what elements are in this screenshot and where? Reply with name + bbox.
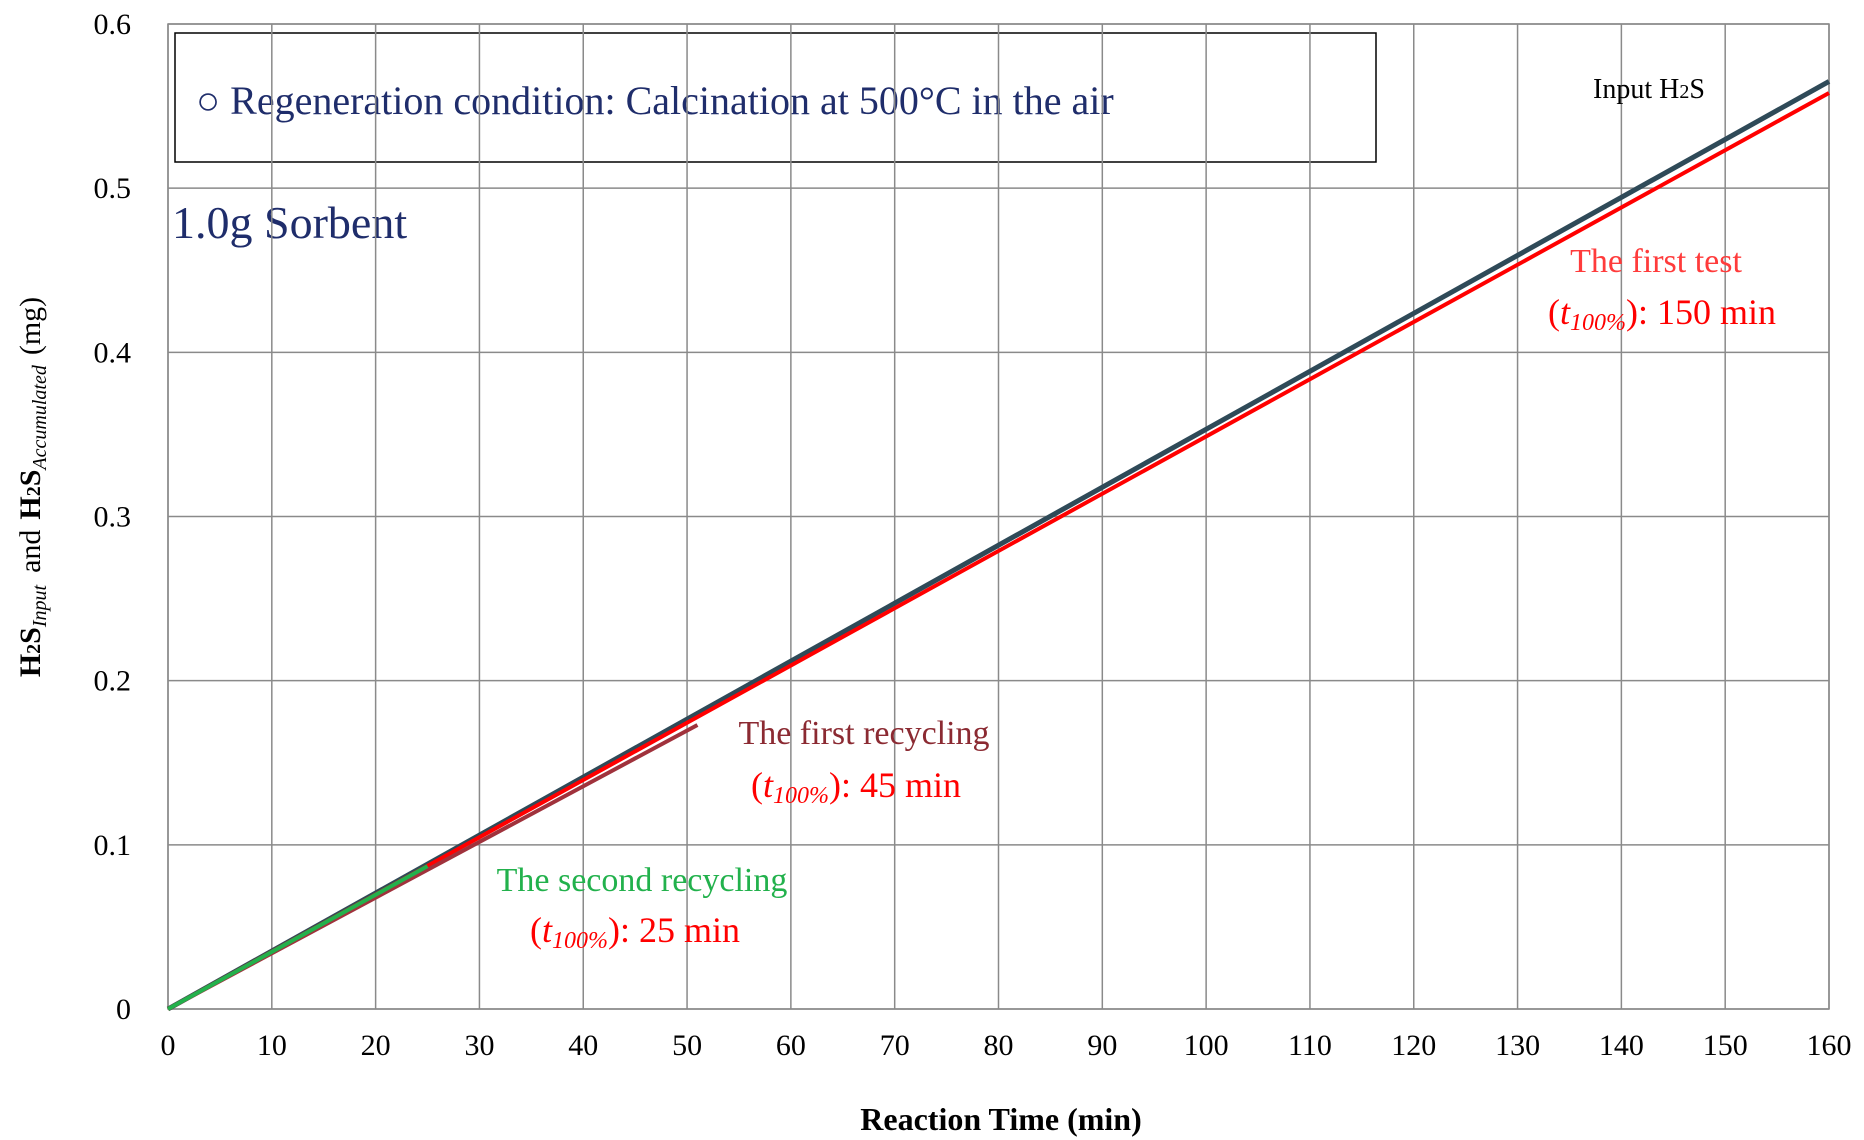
- annotation-note-part: t: [1560, 292, 1571, 332]
- x-tick-label: 0: [161, 1029, 176, 1062]
- y-tick-label: 0.4: [94, 336, 132, 369]
- annotation-title: The first recycling: [738, 715, 989, 752]
- y-tick-label: 0: [116, 993, 131, 1026]
- annotation-note-part: 100%: [773, 783, 829, 809]
- y-axis-title-part: S: [14, 470, 47, 487]
- y-axis-title-part: 2: [23, 486, 45, 496]
- y-axis-title: H2SInputandH2SAccumulated(mg): [14, 297, 51, 677]
- y-axis-title-part: H: [14, 654, 47, 677]
- plot-border: [167, 23, 1830, 1010]
- y-tick-label: 0.3: [94, 501, 132, 534]
- y-axis-title-part: H: [14, 496, 47, 519]
- x-tick-label: 30: [464, 1029, 494, 1062]
- x-tick-label: 50: [672, 1029, 702, 1062]
- x-tick-label: 60: [776, 1029, 806, 1062]
- annotation-title: The second recycling: [497, 862, 788, 899]
- x-tick-label: 40: [568, 1029, 598, 1062]
- annotation-note-part: ): 25 min: [608, 910, 740, 950]
- x-tick-label: 90: [1087, 1029, 1117, 1062]
- annotation-note-part: (: [1548, 292, 1560, 332]
- annotation-note: (t100%): 45 min: [751, 765, 961, 809]
- annotation-note-part: ): 45 min: [829, 765, 961, 805]
- y-axis-title-part: and: [14, 530, 47, 573]
- y-axis-title-part: Accumulated: [29, 364, 51, 471]
- y-tick-label: 0.5: [94, 172, 132, 205]
- grid: [167, 23, 1830, 1010]
- annotation-note-part: (: [530, 910, 542, 950]
- x-axis-title: Reaction Time (min): [860, 1101, 1141, 1137]
- y-axis-title-part: Input: [29, 584, 51, 628]
- annotation-note-part: t: [763, 765, 774, 805]
- annotation-note-part: 100%: [552, 928, 608, 954]
- input-label-part: S: [1689, 74, 1705, 105]
- series-line: [167, 864, 429, 1011]
- y-axis-title-part: (mg): [14, 297, 47, 355]
- x-tick-label: 160: [1807, 1029, 1852, 1062]
- annotation-note-part: ): 150 min: [1626, 292, 1776, 332]
- x-tick-label: 100: [1184, 1029, 1229, 1062]
- y-tick-label: 0.6: [94, 8, 132, 41]
- sorbent-text: 1.0g Sorbent: [172, 197, 407, 248]
- x-tick-label: 140: [1599, 1029, 1644, 1062]
- y-tick-label: 0.1: [94, 829, 132, 862]
- annotation-note-part: 100%: [1570, 310, 1626, 336]
- x-tick-label: 80: [984, 1029, 1014, 1062]
- input-label-part: Input H: [1593, 74, 1679, 105]
- y-axis-title-part: 2: [23, 644, 45, 654]
- x-tick-label: 70: [880, 1029, 910, 1062]
- annotation-note: (t100%): 25 min: [530, 910, 740, 954]
- x-tick-label: 150: [1703, 1029, 1748, 1062]
- series-line: [167, 91, 1830, 1011]
- x-tick-label: 110: [1288, 1029, 1332, 1062]
- condition-text: ○ Regeneration condition: Calcination at…: [196, 78, 1114, 123]
- annotation-note-part: (: [751, 765, 763, 805]
- x-tick-label: 10: [257, 1029, 287, 1062]
- annotation-note: (t100%): 150 min: [1548, 292, 1776, 336]
- x-tick-label: 130: [1495, 1029, 1540, 1062]
- x-tick-label: 20: [361, 1029, 391, 1062]
- input-label-part: 2: [1679, 81, 1689, 103]
- y-axis-title-part: S: [14, 627, 47, 644]
- annotation-title: The first test: [1570, 243, 1742, 280]
- input-label: Input H2S: [1593, 74, 1705, 105]
- y-tick-label: 0.2: [94, 665, 132, 698]
- x-tick-label: 120: [1391, 1029, 1436, 1062]
- annotation-note-part: t: [542, 910, 553, 950]
